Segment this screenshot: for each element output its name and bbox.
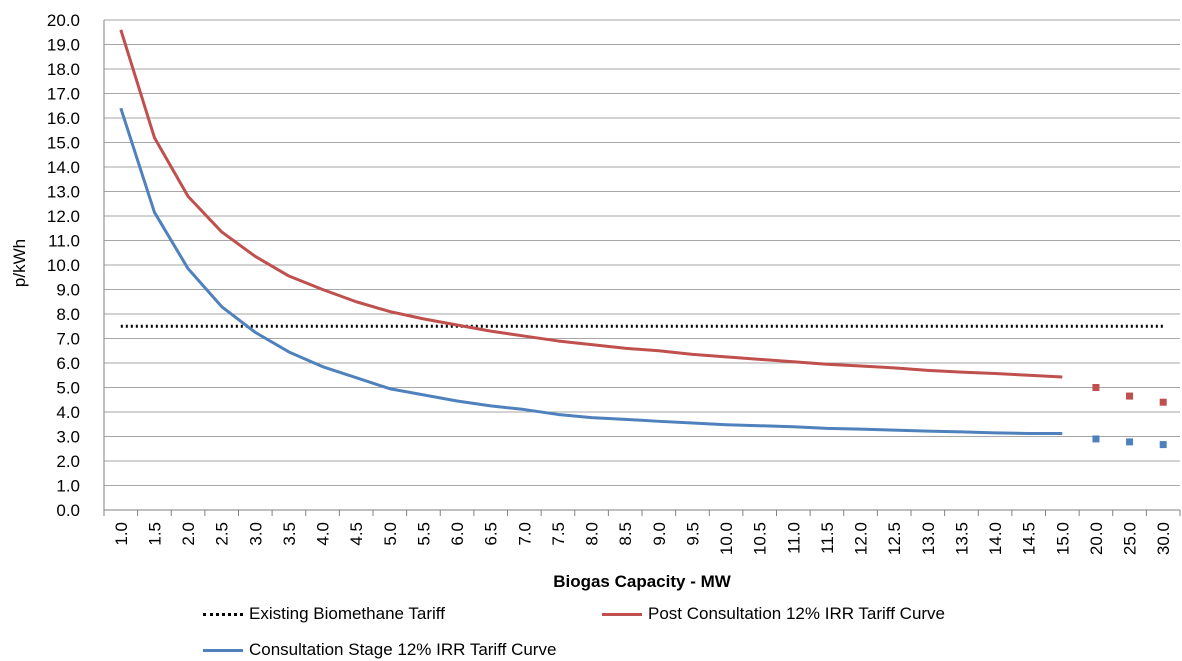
legend-swatch-blue [203,648,243,652]
series-point [1159,398,1167,406]
gridlines [104,19,1180,511]
x-tick-label: 8.5 [616,522,635,546]
y-tick-label: 16.0 [47,109,80,128]
series-1 [119,29,1167,406]
series-point [1092,435,1100,443]
series-point [1126,438,1134,446]
x-tick-label: 30.0 [1154,522,1173,555]
series-2 [119,107,1167,449]
y-tick-label: 6.0 [56,354,80,373]
y-tick-label: 17.0 [47,85,80,104]
y-tick-label: 18.0 [47,60,80,79]
x-tick-label: 11.0 [784,522,803,554]
y-tick-label: 4.0 [56,403,80,422]
x-tick-label: 4.5 [347,522,366,546]
x-tick-label: 3.0 [246,522,265,546]
x-tick-label: 1.0 [112,522,131,546]
axes [103,20,1181,516]
legend-item-post-consultation: Post Consultation 12% IRR Tariff Curve [602,604,945,624]
x-tick-label: 14.0 [986,522,1005,555]
x-tick-label: 2.5 [213,522,232,546]
y-axis-ticks: 0.0 1.0 2.0 3.0 4.0 5.0 6.0 7.0 8.0 9.0 10.0 11.0 12… [47,11,80,520]
y-tick-label: 13.0 [47,183,80,202]
y-tick-label: 15.0 [47,134,80,153]
y-tick-label: 9.0 [56,281,80,300]
x-tick-label: 1.5 [145,522,164,546]
y-tick-label: 2.0 [56,452,80,471]
series-point [1092,384,1100,391]
series-line-2 [119,107,1063,436]
y-tick-label: 8.0 [56,305,80,324]
series-point [1159,441,1167,449]
x-tick-label: 8.0 [583,522,602,546]
x-tick-label: 5.0 [381,522,400,546]
y-tick-label: 10.0 [47,256,80,275]
series-layer [119,29,1167,449]
x-tick-label: 5.5 [414,522,433,546]
x-tick-label: 6.5 [482,522,501,546]
y-tick-label: 5.0 [56,379,80,398]
x-tick-label: 10.5 [751,522,770,555]
legend-item-existing: Existing Biomethane Tariff [203,604,445,624]
y-tick-label: 14.0 [47,158,80,177]
y-tick-label: 3.0 [56,428,80,447]
x-tick-label: 2.0 [179,522,198,546]
x-tick-label: 6.0 [448,522,467,546]
legend-label-post-consultation: Post Consultation 12% IRR Tariff Curve [648,604,946,623]
y-tick-label: 1.0 [56,477,80,496]
x-tick-label: 20.0 [1087,522,1106,555]
series-line-1 [119,29,1063,379]
x-tick-label: 12.0 [852,522,871,555]
y-tick-label: 19.0 [47,36,80,55]
y-axis-label: p/kWh [10,239,29,287]
legend-label-consultation-stage: Consultation Stage 12% IRR Tariff Curve [249,640,557,659]
x-tick-label: 11.5 [818,522,837,554]
x-tick-label: 13.0 [919,522,938,555]
legend-item-consultation-stage: Consultation Stage 12% IRR Tariff Curve [203,640,556,660]
x-tick-label: 3.5 [280,522,299,546]
y-tick-label: 11.0 [48,232,80,251]
y-tick-label: 12.0 [47,207,80,226]
y-tick-label: 20.0 [47,11,80,30]
x-tick-label: 7.5 [549,522,568,546]
legend-swatch-red [602,612,642,616]
x-axis-label: Biogas Capacity - MW [553,572,732,591]
x-axis-ticks: 1.0 1.5 2.0 2.5 3.0 3.5 4.0 4.5 5.0 5.5 6.0 6.5 7.0 7… [112,522,1173,555]
y-tick-label: 0.0 [56,501,80,520]
x-tick-label: 14.5 [1020,522,1039,555]
x-tick-label: 10.0 [717,522,736,555]
x-tick-label: 4.0 [314,522,333,546]
x-tick-label: 15.0 [1053,522,1072,555]
x-tick-label: 12.5 [885,522,904,555]
legend-label-existing: Existing Biomethane Tariff [249,604,445,623]
y-tick-label: 7.0 [56,330,80,349]
chart: 0.0 1.0 2.0 3.0 4.0 5.0 6.0 7.0 8.0 9.0 10.0 11.0 12… [10,11,1181,591]
x-tick-label: 13.5 [952,522,971,555]
series-point [1126,392,1134,400]
x-tick-label: 25.0 [1121,522,1140,555]
x-tick-label: 9.0 [650,522,669,546]
legend-swatch-dotted [203,612,243,616]
x-tick-label: 7.0 [515,522,534,546]
x-tick-label: 9.5 [683,522,702,546]
